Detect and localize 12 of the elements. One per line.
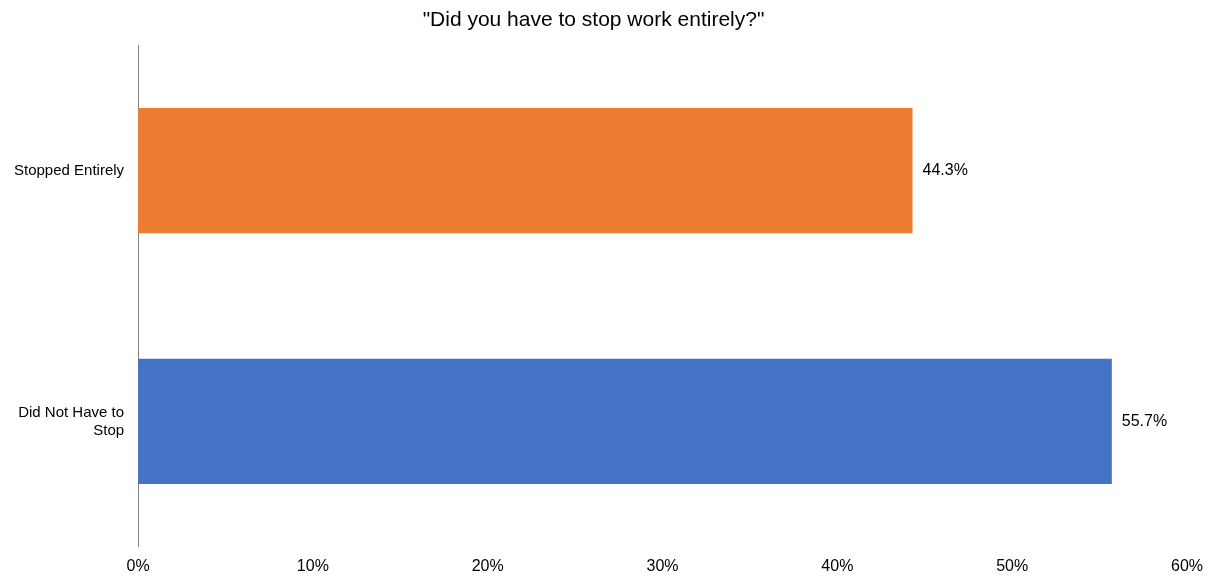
x-tick-label: 0%	[126, 556, 150, 574]
chart-title: "Did you have to stop work entirely?"	[422, 7, 765, 31]
x-tick-label: 60%	[1170, 556, 1204, 574]
x-tick-label: 50%	[996, 556, 1029, 574]
y-tick-label: Did Not Have to Stop	[18, 402, 125, 438]
data-label: 55.7%	[1121, 411, 1168, 429]
x-tick-label: 20%	[471, 556, 504, 574]
data-label: 44.3%	[922, 161, 968, 179]
x-tick-label: 10%	[296, 556, 329, 574]
y-tick-label: Stopped Entirely	[13, 160, 125, 178]
x-tick-label: 40%	[821, 556, 854, 574]
x-tick-label: 30%	[646, 556, 679, 574]
